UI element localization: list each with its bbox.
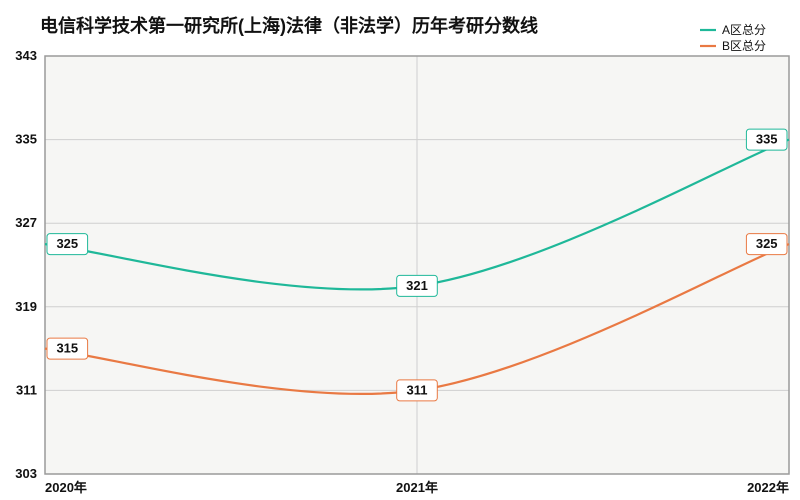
chart-title: 电信科学技术第一研究所(上海)法律（非法学）历年考研分数线 <box>40 15 538 36</box>
legend-label: A区总分 <box>722 23 766 37</box>
point-label-text: 325 <box>56 236 78 251</box>
y-tick-label: 327 <box>15 215 37 230</box>
y-tick-label: 311 <box>16 382 37 397</box>
chart-container: { "chart": { "type": "line", "title": "电… <box>0 0 800 500</box>
point-label-text: 335 <box>756 132 778 147</box>
x-tick-label: 2020年 <box>45 480 87 495</box>
chart-svg: 303 311 319 327 335 343 2020年 2021年 2022年 电信科学技术第… <box>0 0 800 500</box>
point-label-text: 321 <box>406 278 428 293</box>
x-tick-label: 2022年 <box>747 480 789 495</box>
y-tick-label: 319 <box>15 299 37 314</box>
y-tick-label: 303 <box>15 466 37 481</box>
y-tick-label: 343 <box>15 48 37 63</box>
point-label-text: 315 <box>56 341 78 356</box>
point-label-text: 325 <box>756 236 778 251</box>
y-tick-label: 335 <box>15 132 37 147</box>
x-tick-label: 2021年 <box>396 480 438 495</box>
legend-label: B区总分 <box>722 39 766 53</box>
point-label-text: 311 <box>407 382 428 397</box>
